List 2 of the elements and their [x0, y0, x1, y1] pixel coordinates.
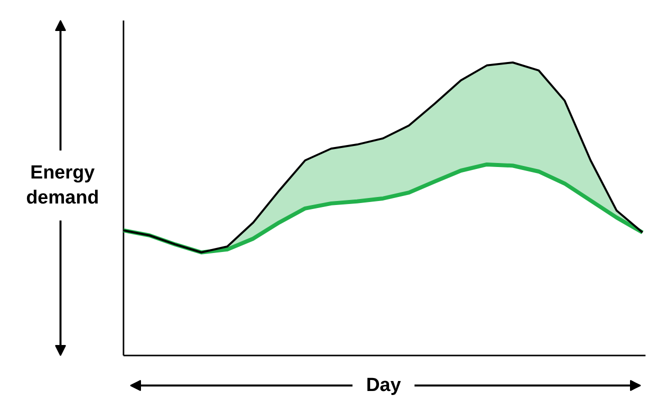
- x-axis-title: Day: [366, 375, 402, 396]
- y-axis-title: Energy demand: [26, 162, 99, 209]
